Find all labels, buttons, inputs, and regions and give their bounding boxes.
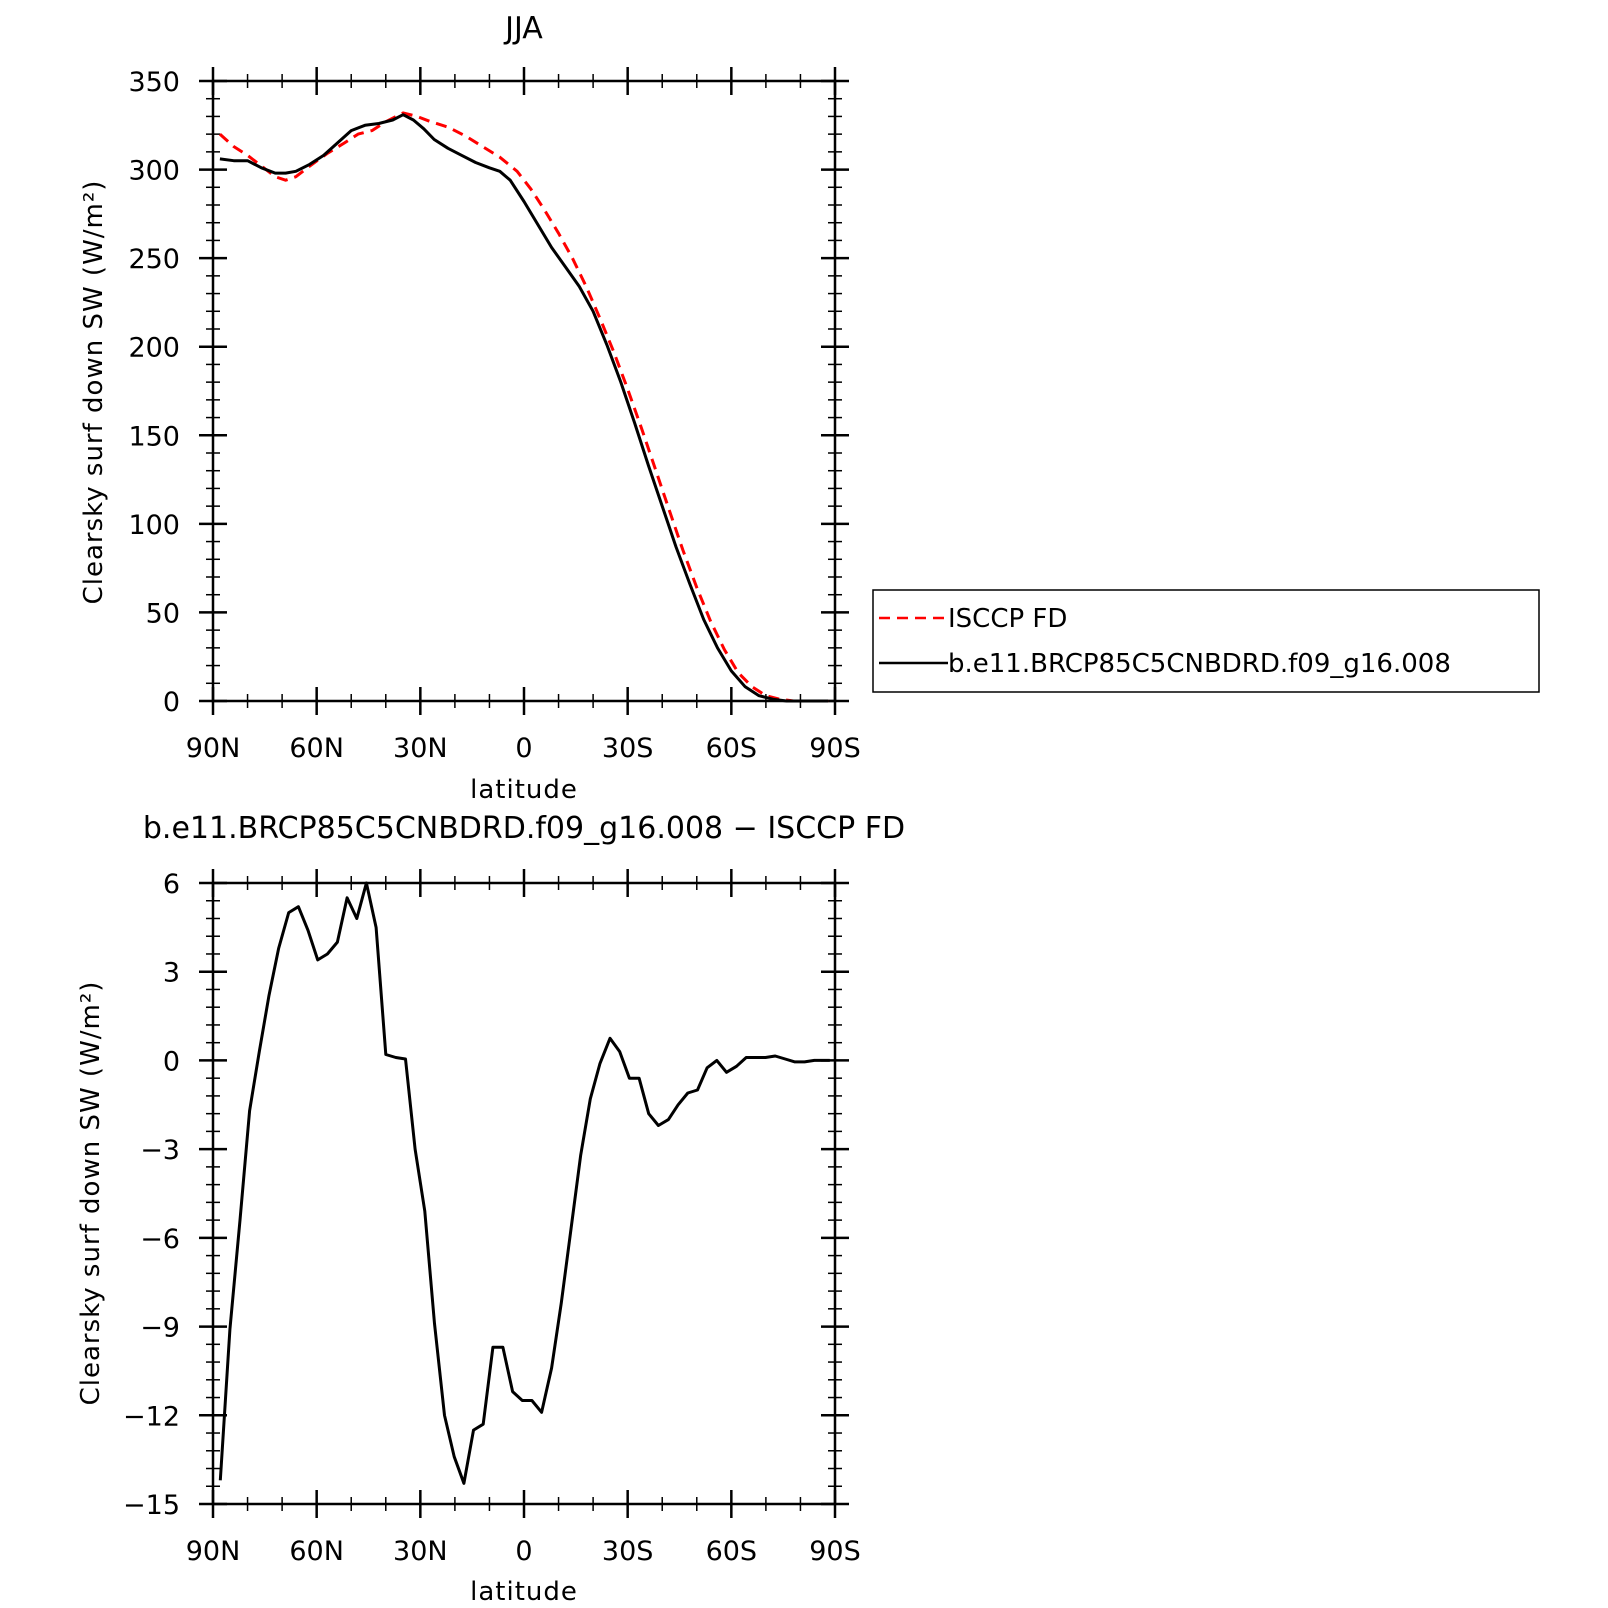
- top-x-tick-label: 30N: [393, 733, 448, 764]
- bottom-y-tick-label: 6: [163, 869, 180, 900]
- top-y-tick-label: 150: [128, 421, 180, 452]
- bottom-x-tick-label: 30N: [393, 1536, 448, 1567]
- bottom-x-tick-label: 90N: [186, 1536, 241, 1567]
- top-chart-title: JJA: [503, 11, 543, 46]
- top-panel: JJA 0 50 100 150 200 250 300 350 90N 60N 30N 0 30S 6…: [79, 11, 1540, 805]
- top-y-tick-label: 350: [128, 67, 180, 98]
- legend-box: [872, 589, 1540, 693]
- top-plot-frame: [211, 79, 837, 703]
- bottom-x-tick-label: 0: [515, 1536, 532, 1567]
- top-x-tick-label: 30S: [602, 733, 654, 764]
- bottom-y-tick-label: −3: [140, 1135, 180, 1166]
- top-y-tick-label: 200: [128, 333, 180, 364]
- bottom-x-ticks: 90N 60N 30N 0 30S 60S 90S: [186, 869, 861, 1567]
- bottom-y-axis-label: Clearsky surf down SW (W/m²): [76, 981, 106, 1406]
- bottom-x-axis-label: latitude: [470, 1577, 578, 1607]
- legend-label-model: b.e11.BRCP85C5CNBDRD.f09_g16.008: [948, 649, 1451, 679]
- bottom-x-tick-label: 30S: [602, 1536, 654, 1567]
- top-y-axis-label: Clearsky surf down SW (W/m²): [79, 180, 109, 605]
- legend: ISCCP FD b.e11.BRCP85C5CNBDRD.f09_g16.00…: [872, 589, 1540, 693]
- bottom-y-tick-label: −15: [123, 1490, 180, 1521]
- bottom-panel: b.e11.BRCP85C5CNBDRD.f09_g16.008 − ISCCP…: [76, 811, 905, 1607]
- bottom-series-group: [218, 881, 830, 1485]
- top-series-line-1: [219, 113, 829, 703]
- bottom-y-tick-label: −12: [123, 1401, 180, 1432]
- legend-label-isccp: ISCCP FD: [948, 604, 1067, 634]
- bottom-y-tick-label: 3: [163, 958, 180, 989]
- top-x-tick-label: 90N: [186, 733, 241, 764]
- top-y-tick-label: 250: [128, 244, 180, 275]
- top-x-axis-label: latitude: [470, 775, 578, 805]
- top-x-tick-label: 0: [515, 733, 532, 764]
- bottom-y-tick-label: −6: [140, 1224, 180, 1255]
- top-x-tick-label: 90S: [809, 733, 861, 764]
- bottom-x-tick-label: 60N: [289, 1536, 344, 1567]
- top-y-tick-label: 300: [128, 156, 180, 187]
- top-series-group: [218, 111, 829, 703]
- bottom-x-tick-label: 90S: [809, 1536, 861, 1567]
- top-series-line-0: [218, 111, 829, 703]
- bottom-y-tick-label: −9: [140, 1313, 180, 1344]
- top-y-ticks: 0 50 100 150 200 250 300 350: [128, 67, 849, 718]
- bottom-y-ticks: −15 −12 −9 −6 −3 0 3 6: [123, 869, 849, 1521]
- top-x-tick-label: 60N: [289, 733, 344, 764]
- bottom-chart-title: b.e11.BRCP85C5CNBDRD.f09_g16.008 − ISCCP…: [143, 811, 905, 846]
- bottom-series-line-0: [218, 881, 830, 1485]
- top-y-tick-label: 100: [128, 510, 180, 541]
- top-x-tick-label: 60S: [706, 733, 758, 764]
- top-y-tick-label: 50: [146, 598, 180, 629]
- bottom-x-tick-label: 60S: [706, 1536, 758, 1567]
- top-y-tick-label: 0: [163, 687, 180, 718]
- bottom-y-tick-label: 0: [163, 1046, 180, 1077]
- bottom-plot-frame: [211, 881, 837, 1506]
